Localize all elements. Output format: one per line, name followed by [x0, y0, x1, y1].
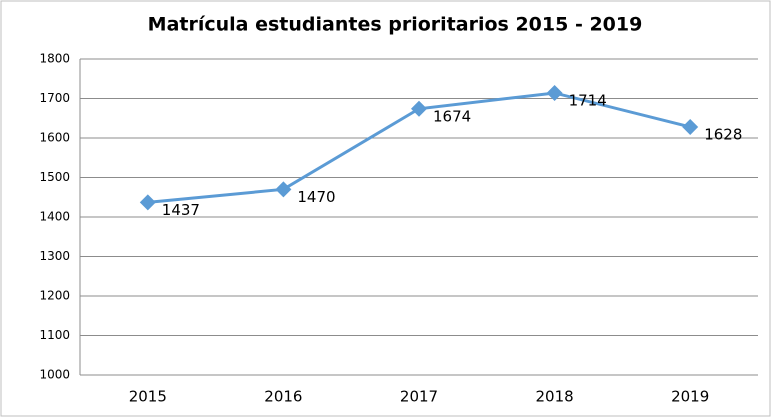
- y-tick-label: 1500: [39, 170, 70, 184]
- marker: [682, 118, 699, 135]
- y-tick-label: 1700: [39, 91, 70, 105]
- data-label: 1437: [162, 201, 200, 219]
- y-tick-label: 1400: [39, 210, 70, 224]
- chart-title: Matrícula estudiantes prioritarios 2015 …: [148, 14, 643, 36]
- x-tick-label: 2019: [671, 388, 709, 406]
- y-tick-label: 1100: [39, 328, 70, 342]
- data-label: 1628: [704, 125, 742, 143]
- marker: [546, 84, 563, 101]
- data-label: 1674: [433, 107, 471, 125]
- y-tick-label: 1300: [39, 249, 70, 263]
- marker: [139, 194, 156, 211]
- data-label: 1714: [569, 91, 607, 109]
- x-tick-label: 2017: [400, 388, 438, 406]
- y-tick-label: 1000: [39, 368, 70, 382]
- marker: [411, 100, 427, 117]
- data-label: 1470: [297, 188, 335, 206]
- x-tick-label: 2015: [129, 388, 167, 406]
- y-tick-label: 1200: [39, 289, 70, 303]
- y-tick-label: 1800: [39, 52, 70, 66]
- x-tick-label: 2016: [264, 388, 302, 406]
- y-tick-label: 1600: [39, 131, 70, 145]
- x-tick-label: 2018: [536, 388, 574, 406]
- marker: [275, 181, 292, 198]
